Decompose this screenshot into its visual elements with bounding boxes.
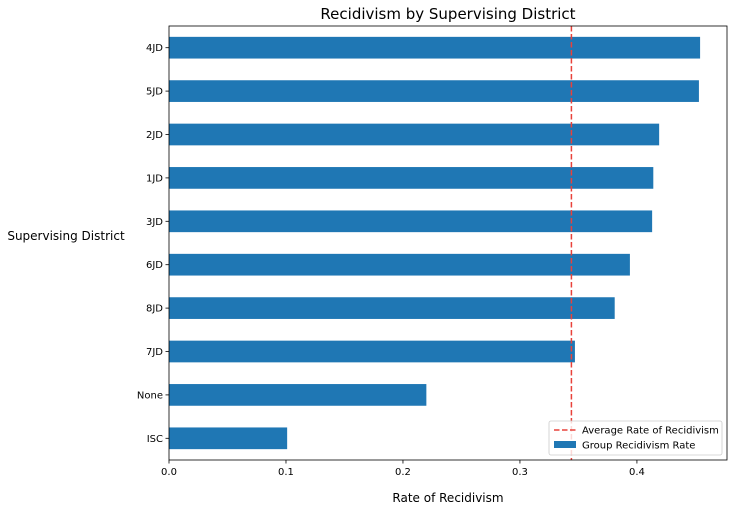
legend-label-average: Average Rate of Recidivism	[582, 426, 719, 437]
x-tick-label: 0.2	[395, 467, 411, 478]
bar-3jd	[169, 210, 653, 233]
y-tick-label: 2JD	[146, 130, 163, 141]
bar-1jd	[169, 167, 654, 189]
x-tick-label: 0.4	[629, 467, 645, 478]
x-tick-label: 0.0	[161, 467, 177, 478]
bar-7jd	[169, 340, 575, 363]
bar-2jd	[169, 123, 660, 146]
bar-8jd	[169, 297, 615, 319]
y-tick-label: 1JD	[146, 173, 163, 184]
x-tick-label: 0.3	[512, 467, 528, 478]
y-tick-label: 4JD	[146, 43, 163, 54]
y-axis-label: Supervising District	[7, 229, 125, 243]
legend-swatch-group	[554, 441, 576, 448]
y-tick-label: 5JD	[146, 87, 163, 98]
y-tick-label: ISC	[147, 434, 163, 445]
x-tick-label: 0.1	[278, 467, 294, 478]
y-tick-label: None	[137, 390, 163, 401]
legend: Average Rate of Recidivism Group Recidivi…	[548, 420, 723, 456]
bar-5jd	[169, 80, 699, 102]
bar-isc	[169, 427, 288, 450]
y-tick-label: 8JD	[146, 304, 163, 315]
chart-title: Recidivism by Supervising District	[320, 5, 575, 23]
y-tick-label: 3JD	[146, 217, 163, 228]
axes-layer: 4JD 5JD 2JD 1JD 3JD 6JD 8JD 7JD None ISC 0.0 0.1 0.2…	[137, 25, 728, 478]
bar-none	[169, 384, 427, 406]
plot-frame	[168, 25, 728, 461]
bars-layer	[169, 36, 701, 450]
bar-6jd	[169, 253, 630, 276]
legend-label-group: Group Recidivism Rate	[582, 441, 695, 452]
y-tick-label: 7JD	[146, 347, 163, 358]
bar-4jd	[169, 36, 701, 59]
y-tick-label: 6JD	[146, 260, 163, 271]
x-axis-label: Rate of Recidivism	[392, 491, 503, 505]
legend-box	[548, 420, 723, 456]
